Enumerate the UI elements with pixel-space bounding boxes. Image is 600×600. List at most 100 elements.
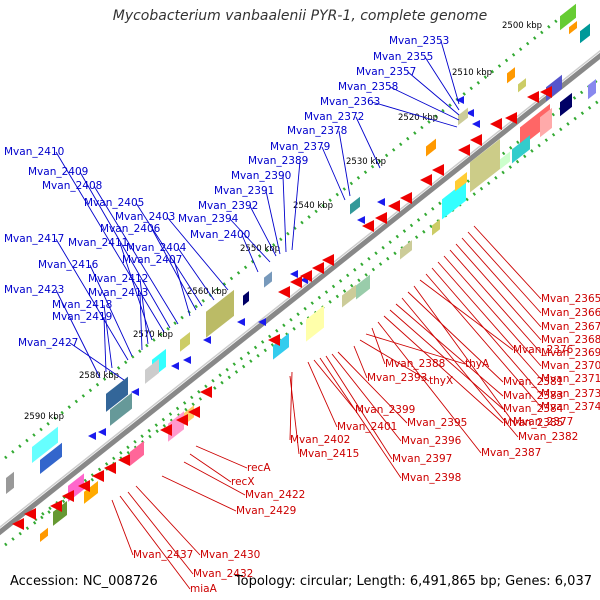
leader-line-lower: [313, 359, 356, 411]
gene-arrow-plus: [171, 362, 179, 370]
leader-line-lower: [111, 499, 134, 556]
gene-arrow-plus: [183, 356, 191, 364]
leader-line-lower: [371, 327, 386, 365]
gene-label-upper: Mvan_2417: [4, 233, 64, 245]
gene-label-lower: Mvan_2396: [401, 435, 462, 447]
gene-arrow-minus: [92, 470, 104, 482]
genome-backbone: [0, 52, 600, 536]
leader-line-lower: [195, 445, 248, 469]
leader-line-lower: [127, 491, 194, 575]
gene-block: [426, 138, 436, 157]
leader-line-upper: [265, 190, 281, 255]
gene-block: [264, 271, 272, 288]
leader-line-lower: [473, 225, 542, 300]
gene-block: [507, 67, 515, 84]
leader-line-upper: [139, 292, 143, 351]
gene-label-lower: Mvan_2422: [245, 489, 305, 501]
leader-line-lower: [455, 243, 542, 341]
gene-arrow-minus: [160, 424, 172, 436]
leader-line-upper: [389, 86, 460, 121]
leader-line-lower: [337, 351, 408, 424]
gene-block: [458, 107, 468, 126]
leader-line-upper: [173, 259, 191, 317]
gene-block: [53, 500, 67, 526]
gene-label-lower: Mvan_2383: [503, 390, 563, 402]
gene-block: [6, 471, 14, 494]
leader-line-upper: [103, 304, 113, 369]
gene-label-upper: Mvan_2418: [52, 299, 112, 311]
gene-label-upper: Mvan_2379: [270, 141, 330, 153]
gene-label-lower: Mvan_2382: [518, 431, 578, 443]
leader-line-upper: [166, 216, 229, 291]
gene-block: [588, 78, 596, 100]
leader-line-upper: [424, 56, 460, 111]
gene-block: [569, 21, 577, 35]
leader-line-lower: [331, 353, 402, 442]
leader-line-lower: [289, 371, 293, 441]
gene-block: [400, 240, 412, 260]
leader-line-lower: [425, 273, 542, 408]
genome-backbone-highlight: [0, 49, 600, 529]
gene-label-lower: Mvan_2398: [401, 472, 461, 484]
gene-arrow-minus: [527, 91, 539, 103]
gene-label-lower: Mvan_2374: [541, 401, 600, 413]
gene-label-lower: Mvan_2369: [541, 347, 600, 359]
gene-label-lower: Mvan_2393: [367, 372, 427, 384]
leader-line-upper: [119, 242, 153, 341]
map-title: Mycobacterium vanbaalenii PYR-1, complet…: [112, 8, 488, 24]
gene-arrow-minus: [62, 490, 74, 502]
leader-line-upper: [355, 116, 381, 169]
gene-label-upper: Mvan_2394: [178, 213, 239, 225]
gene-label-lower: Mvan_2388: [385, 358, 445, 370]
gene-block: [350, 196, 360, 215]
kbp-tick-label: 2550 kbp: [240, 244, 280, 254]
gene-label-lower: thyA: [465, 358, 490, 370]
leader-line-upper: [135, 202, 203, 307]
gene-block: [512, 135, 530, 164]
gene-arrow-plus: [472, 120, 480, 128]
gene-block: [130, 440, 144, 466]
gene-label-lower: Mvan_2387: [481, 447, 541, 459]
leader-line-upper: [407, 71, 460, 116]
gene-label-lower: Mvan_2385: [503, 417, 563, 429]
gene-arrow-plus: [131, 388, 139, 396]
gene-arrow-plus: [98, 428, 106, 436]
gene-label-lower: Mvan_2377: [513, 416, 573, 428]
leader-line-lower: [319, 357, 402, 479]
leader-line-upper: [151, 228, 197, 311]
gene-label-lower: Mvan_2365: [541, 293, 600, 305]
gene-block: [243, 290, 249, 306]
leader-line-upper: [249, 205, 277, 257]
gene-label-upper: Mvan_2355: [373, 51, 433, 63]
gene-label-upper: Mvan_2363: [320, 96, 380, 108]
gene-block: [306, 305, 324, 342]
leader-line-lower: [419, 279, 514, 351]
gene-label-lower: Mvan_2373: [541, 388, 600, 400]
leader-line-lower: [449, 249, 542, 354]
gene-arrow-plus: [203, 336, 211, 344]
gene-label-upper: Mvan_2372: [304, 111, 364, 123]
gene-label-lower: Mvan_2437: [133, 549, 193, 561]
gene-arrow-minus: [200, 386, 212, 398]
gene-arrow-minus: [312, 262, 324, 274]
gene-label-lower: Mvan_2402: [290, 434, 350, 446]
gene-arrow-minus: [78, 480, 90, 492]
gene-label-upper: Mvan_2390: [231, 170, 291, 182]
leader-line-lower: [353, 345, 368, 379]
gene-arrow-minus: [278, 286, 290, 298]
leader-line-lower: [395, 303, 504, 397]
gene-block: [84, 480, 98, 504]
leader-line-upper: [241, 234, 259, 273]
leader-line-lower: [413, 285, 514, 423]
leader-line-lower: [359, 339, 430, 382]
gene-block: [520, 103, 550, 148]
gene-arrow-plus: [88, 432, 96, 440]
gene-label-lower: Mvan_2384: [503, 403, 564, 415]
gene-label-upper: Mvan_2410: [4, 146, 64, 158]
gene-label-upper: Mvan_2412: [88, 273, 148, 285]
gene-label-lower: Mvan_2376: [513, 344, 574, 356]
leader-line-lower: [119, 495, 191, 590]
gene-label-upper: Mvan_2408: [42, 180, 102, 192]
gene-arrow-minus: [118, 454, 130, 466]
